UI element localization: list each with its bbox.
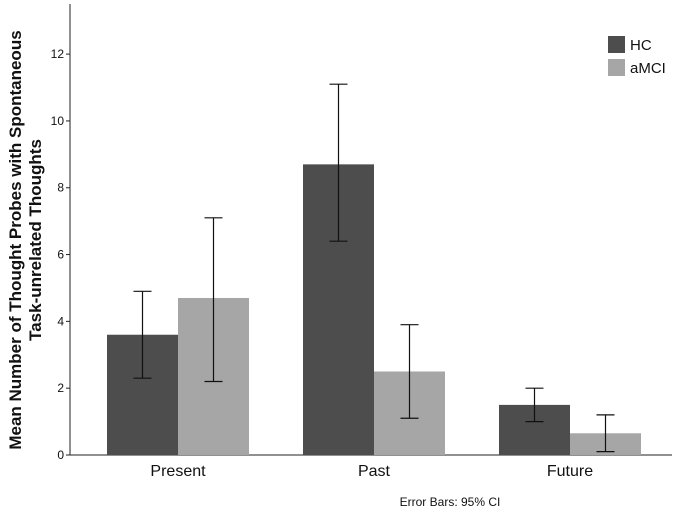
- y-tick-label: 4: [57, 314, 64, 328]
- category-label-present: Present: [150, 463, 206, 480]
- y-axis-title-line1: Mean Number of Thought Probes with Spont…: [6, 30, 25, 449]
- legend-swatch-hc: [608, 36, 625, 53]
- error-bars: [133, 83, 615, 453]
- y-tick-label: 6: [57, 248, 64, 262]
- legend-label-amci: aMCI: [630, 60, 666, 77]
- error-bars-note: Error Bars: 95% CI: [400, 495, 501, 509]
- y-axis-title-line2: Task-unrelated Thoughts: [26, 139, 45, 341]
- legend-label-hc: HC: [630, 37, 652, 54]
- y-tick-label: 0: [57, 448, 64, 462]
- category-label-past: Past: [358, 463, 391, 480]
- y-tick-label: 2: [57, 381, 64, 395]
- y-tick-label: 10: [51, 114, 65, 128]
- legend-swatch-amci: [608, 59, 625, 76]
- legend: HC aMCI: [608, 36, 666, 77]
- bars: [107, 164, 641, 455]
- y-axis-title: Mean Number of Thought Probes with Spont…: [6, 30, 45, 449]
- category-label-future: Future: [547, 463, 593, 480]
- y-tick-label: 8: [57, 181, 64, 195]
- category-labels: Present Past Future: [150, 463, 593, 480]
- y-tick-label: 12: [51, 47, 65, 61]
